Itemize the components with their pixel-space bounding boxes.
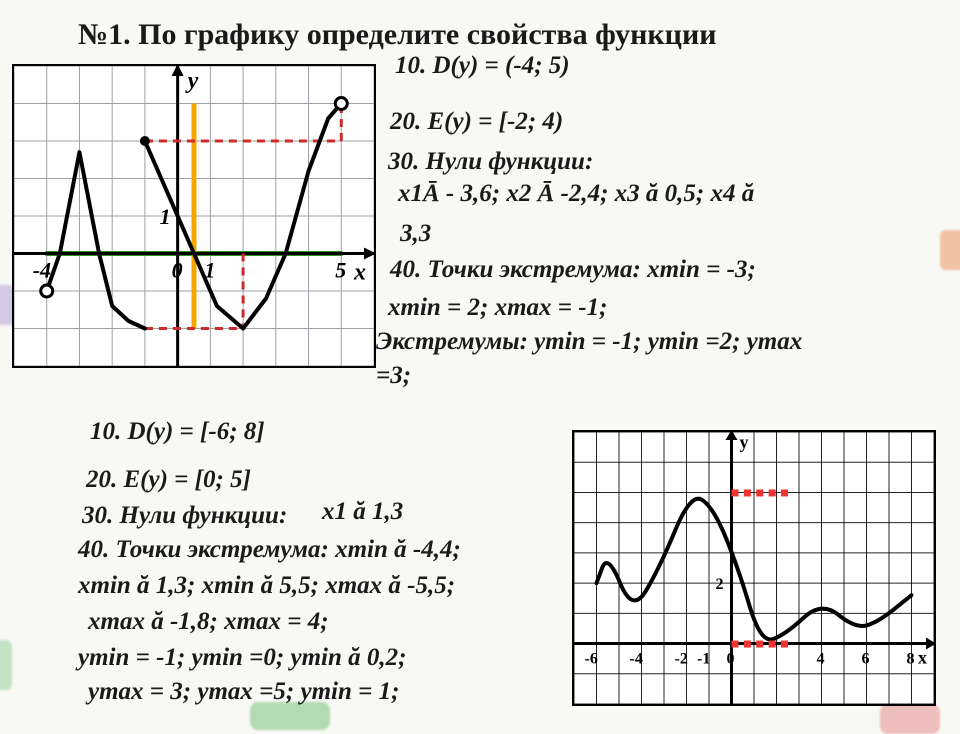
svg-text:y: y — [185, 68, 199, 94]
svg-text:2: 2 — [716, 576, 724, 593]
svg-text:6: 6 — [862, 651, 870, 668]
svg-text:-2: -2 — [675, 651, 688, 668]
b2-line-3b: x1 ă 1,3 — [322, 498, 403, 526]
svg-text:4: 4 — [817, 651, 825, 668]
svg-text:0: 0 — [172, 258, 183, 283]
decor-smudge — [880, 704, 940, 734]
chart-2: y x 0 4 6 8 -6 -4 -2 -1 2 — [572, 430, 936, 706]
b2-line-7: ymin = -1; ymin =0; ymin ă 0,2; — [78, 644, 406, 672]
svg-text:-4: -4 — [33, 258, 51, 283]
b2-line-3a: 30. Нули функции: — [82, 502, 287, 530]
b2-line-2: 20. E(y) = [0; 5] — [86, 466, 251, 494]
b1-line-8: Экстремумы: ymin = -1; ymin =2; ymax — [376, 328, 802, 356]
svg-text:5: 5 — [335, 258, 346, 283]
b2-line-5: xmin ă 1,3; xmin ă 5,5; xmax ă -5,5; — [78, 572, 455, 600]
svg-text:y: y — [740, 432, 749, 452]
b2-line-1: 10. D(y) = [-6; 8] — [90, 418, 265, 446]
b1-line-3: 30. Нули функции: — [388, 148, 593, 176]
b2-line-6: xmax ă -1,8; xmax = 4; — [88, 608, 329, 636]
svg-text:x: x — [353, 260, 366, 286]
page-title: №1. По графику определите свойства функц… — [78, 18, 717, 52]
decor-smudge — [250, 702, 330, 730]
svg-text:-6: -6 — [585, 651, 598, 668]
svg-text:1: 1 — [204, 258, 215, 283]
svg-text:1: 1 — [160, 204, 171, 229]
b1-line-4: x1Ᾱ - 3,6; x2 Ᾱ -2,4; x3 ă 0,5; x4 ă — [398, 180, 754, 208]
b2-line-8: ymax = 3; ymax =5; ymin = 1; — [88, 678, 399, 706]
b1-line-5: 3,3 — [400, 220, 431, 248]
decor-smudge — [940, 230, 960, 270]
svg-text:8: 8 — [907, 651, 915, 668]
b1-line-9: =3; — [376, 362, 411, 390]
b1-line-7: xmin = 2; xmax = -1; — [388, 294, 607, 322]
b1-line-1: 10. D(y) = (-4; 5) — [395, 52, 570, 80]
chart-1: yx015-41 — [12, 64, 376, 368]
svg-text:-1: -1 — [697, 651, 710, 668]
chart-2-svg: y x 0 4 6 8 -6 -4 -2 -1 2 — [572, 430, 936, 706]
svg-text:x: x — [918, 648, 927, 668]
decor-smudge — [0, 640, 12, 690]
chart-1-svg: yx015-41 — [12, 64, 376, 368]
b1-line-6: 40. Точки экстремума: xmin = -3; — [390, 256, 756, 284]
svg-text:-4: -4 — [630, 651, 643, 668]
svg-text:0: 0 — [727, 651, 735, 668]
b1-line-2: 20. E(y) = [-2; 4) — [390, 108, 563, 136]
b2-line-4: 40. Точки экстремума: xmin ă -4,4; — [78, 536, 461, 564]
